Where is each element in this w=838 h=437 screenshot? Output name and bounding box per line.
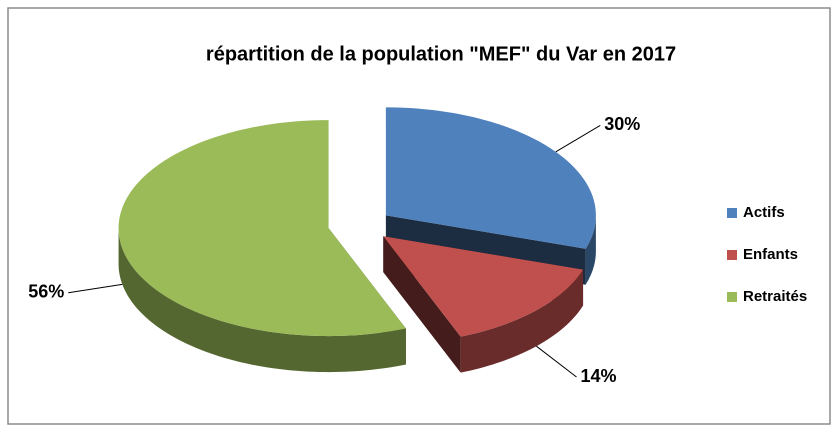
data-label: 14% bbox=[581, 366, 617, 386]
pie-slice bbox=[383, 236, 584, 337]
data-label: 30% bbox=[604, 114, 640, 134]
pie-slice bbox=[385, 107, 596, 249]
legend-label: Enfants bbox=[743, 246, 798, 263]
slice-wall bbox=[460, 269, 584, 373]
legend-swatch bbox=[727, 250, 737, 260]
leader-line bbox=[68, 283, 123, 294]
chart-title: répartition de la population "MEF" du Va… bbox=[206, 43, 676, 65]
legend-label: Retraités bbox=[743, 288, 807, 305]
legend-swatch bbox=[727, 292, 737, 302]
slice-side bbox=[383, 236, 461, 373]
pie-slice bbox=[118, 120, 406, 337]
slice-wall bbox=[118, 228, 406, 373]
leader-line bbox=[555, 124, 601, 153]
leader-line bbox=[536, 345, 577, 378]
slice-wall bbox=[585, 215, 596, 285]
legend-swatch bbox=[727, 208, 737, 218]
data-label: 56% bbox=[28, 282, 64, 302]
legend-label: Actifs bbox=[743, 204, 785, 221]
